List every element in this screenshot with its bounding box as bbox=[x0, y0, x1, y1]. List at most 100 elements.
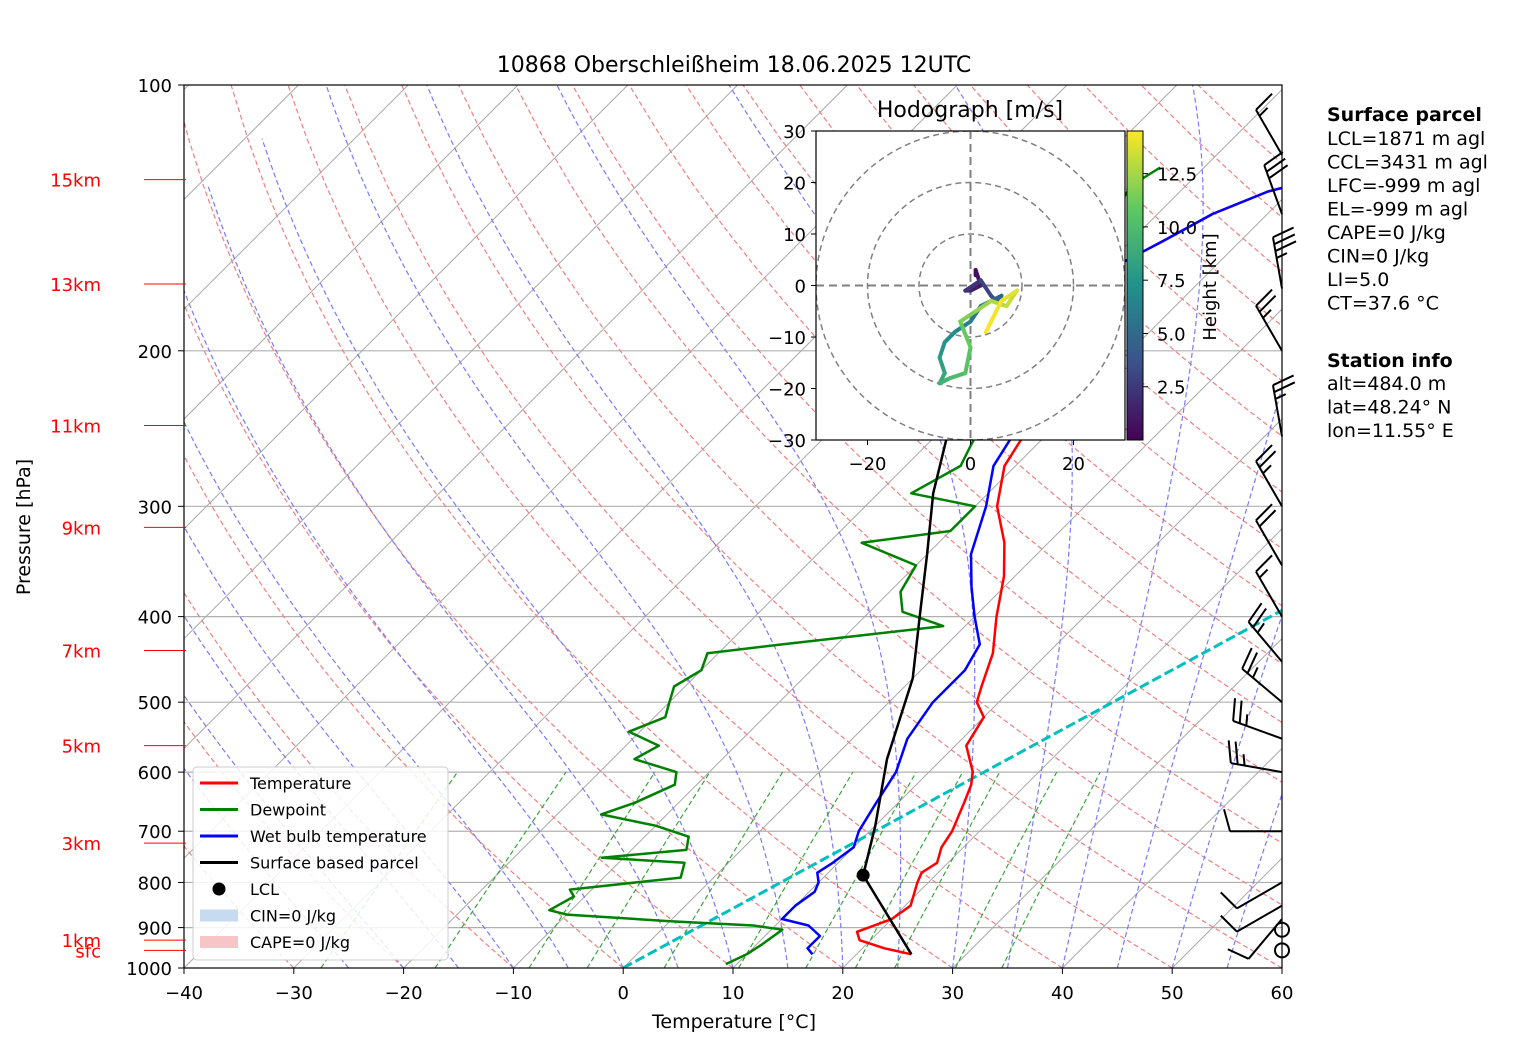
colorbar-tick-label: 2.5 bbox=[1157, 378, 1186, 399]
dry-adiabat bbox=[514, 85, 1282, 844]
height-label: 5km bbox=[62, 737, 101, 758]
mixing-ratio-line bbox=[434, 771, 567, 968]
legend-label: CAPE=0 J/kg bbox=[250, 933, 350, 952]
x-tick-label: 30 bbox=[941, 983, 964, 1004]
y-tick-label: 900 bbox=[138, 919, 172, 940]
wind-barb bbox=[1255, 288, 1283, 352]
wind-barb bbox=[1255, 444, 1283, 507]
hodograph-y-tick-label: 0 bbox=[795, 277, 806, 298]
hodograph-y-tick-label: 20 bbox=[783, 174, 806, 195]
legend-item: LCL bbox=[212, 880, 279, 899]
moist-adiabat bbox=[1061, 85, 1204, 968]
hodograph: Hodograph [m/s] −20 0 20 30 20 10 0 −10 −20 −30 2… bbox=[768, 98, 1221, 475]
hodograph-segment bbox=[937, 340, 947, 360]
surface-parcel-value: LI=5.0 bbox=[1327, 269, 1389, 291]
isotherm-line bbox=[842, 528, 1282, 968]
colorbar-tick-label: 12.5 bbox=[1157, 165, 1197, 186]
dry-adiabat bbox=[184, 119, 844, 968]
wind-barb bbox=[1274, 942, 1290, 959]
hodograph-segment bbox=[963, 345, 973, 376]
wind-barb bbox=[1271, 374, 1296, 437]
legend: Temperature Dewpoint Wet bulb temperature S… bbox=[192, 766, 449, 961]
x-tick-label: 60 bbox=[1271, 983, 1294, 1004]
moist-adiabat bbox=[1226, 792, 1282, 968]
height-label: 9km bbox=[62, 518, 101, 539]
wind-barb bbox=[1220, 881, 1283, 910]
dry-adiabat bbox=[401, 85, 1282, 968]
mixing-ratio-line bbox=[805, 771, 917, 968]
legend-label: Surface based parcel bbox=[250, 854, 419, 873]
mixing-ratio-line bbox=[663, 771, 784, 968]
surface-parcel-value: LFC=-999 m agl bbox=[1327, 175, 1480, 197]
legend-label: CIN=0 J/kg bbox=[250, 907, 336, 926]
y-tick-label: 500 bbox=[138, 693, 172, 714]
dry-adiabat bbox=[287, 85, 1063, 968]
legend-item: CAPE=0 J/kg bbox=[200, 933, 350, 952]
wind-barb bbox=[1255, 92, 1283, 156]
hodograph-segment bbox=[978, 278, 994, 298]
x-tick-label: −20 bbox=[385, 983, 423, 1004]
dry-adiabat bbox=[184, 454, 624, 968]
ccl-line bbox=[622, 608, 1282, 968]
station-info-value: lat=48.24° N bbox=[1327, 397, 1451, 419]
isotherm-line bbox=[184, 85, 519, 420]
wind-barb bbox=[1255, 503, 1283, 566]
moist-adiabat bbox=[184, 525, 514, 968]
height-label: 15km bbox=[50, 171, 101, 192]
colorbar-tick-label: 7.5 bbox=[1157, 271, 1186, 292]
wind-barb bbox=[1227, 740, 1283, 774]
hodograph-y-tick-label: −30 bbox=[768, 431, 806, 452]
height-label: sfc bbox=[75, 941, 101, 962]
wind-barbs bbox=[1220, 92, 1297, 960]
hodograph-y-tick-label: −10 bbox=[768, 328, 806, 349]
station-info-heading: Station info bbox=[1327, 350, 1453, 372]
legend-label: Dewpoint bbox=[250, 801, 326, 820]
moist-adiabat bbox=[426, 85, 844, 968]
station-info-value: alt=484.0 m bbox=[1327, 373, 1446, 395]
legend-box bbox=[192, 766, 449, 961]
x-tick-label: 50 bbox=[1161, 983, 1184, 1004]
mixing-ratio-line bbox=[894, 771, 1001, 968]
chart-title: 10868 Oberschleißheim 18.06.2025 12UTC bbox=[497, 53, 972, 78]
hodograph-segment bbox=[958, 319, 973, 350]
x-tick-label: −10 bbox=[494, 983, 532, 1004]
station-info-value: lon=11.55° E bbox=[1327, 420, 1454, 442]
colorbar-tick-label: 10.0 bbox=[1157, 218, 1197, 239]
hodograph-segment bbox=[973, 298, 994, 314]
moist-adiabat bbox=[1171, 613, 1282, 968]
legend-label: Wet bulb temperature bbox=[250, 827, 427, 846]
legend-item: Dewpoint bbox=[200, 801, 326, 820]
y-tick-label: 700 bbox=[138, 822, 172, 843]
hodograph-ticks: −20 0 20 30 20 10 0 −10 −20 −30 bbox=[768, 122, 1085, 475]
y-tick-label: 1000 bbox=[126, 959, 172, 980]
isotherm-line bbox=[952, 637, 1282, 968]
hodograph-x-tick-label: −20 bbox=[849, 454, 887, 475]
hodograph-segment bbox=[958, 309, 978, 324]
y-axis-ticks: 1000 900 800 700 600 500 400 300 200 100 bbox=[126, 76, 184, 980]
hodograph-trace bbox=[937, 268, 1019, 386]
x-tick-label: −30 bbox=[275, 983, 313, 1004]
dry-adiabat bbox=[344, 85, 1173, 968]
wind-barb bbox=[1232, 698, 1283, 740]
y-tick-label: 600 bbox=[138, 763, 172, 784]
surface-parcel-value: CIN=0 J/kg bbox=[1327, 246, 1429, 268]
hodograph-ring bbox=[866, 181, 1075, 390]
hodograph-colorbar bbox=[1126, 130, 1144, 441]
hodograph-x-tick-label: 0 bbox=[965, 454, 976, 475]
moist-adiabat bbox=[184, 288, 624, 968]
colorbar-ticks: 2.5 5.0 7.5 10.0 12.5 bbox=[1143, 165, 1197, 399]
isotherm-line bbox=[184, 85, 738, 640]
x-tick-label: 0 bbox=[617, 983, 628, 1004]
hodograph-segment bbox=[989, 298, 1004, 324]
legend-label: Temperature bbox=[249, 774, 351, 793]
hodograph-segment bbox=[942, 329, 958, 345]
height-label: 3km bbox=[62, 834, 101, 855]
legend-label: LCL bbox=[250, 880, 279, 899]
wind-barb bbox=[1220, 904, 1283, 933]
x-axis-ticks: −40 −30 −20 −10 0 10 20 30 40 50 60 bbox=[165, 968, 1293, 1004]
x-tick-label: 10 bbox=[722, 983, 745, 1004]
legend-item: Wet bulb temperature bbox=[200, 827, 427, 846]
wind-barb bbox=[1263, 151, 1289, 215]
